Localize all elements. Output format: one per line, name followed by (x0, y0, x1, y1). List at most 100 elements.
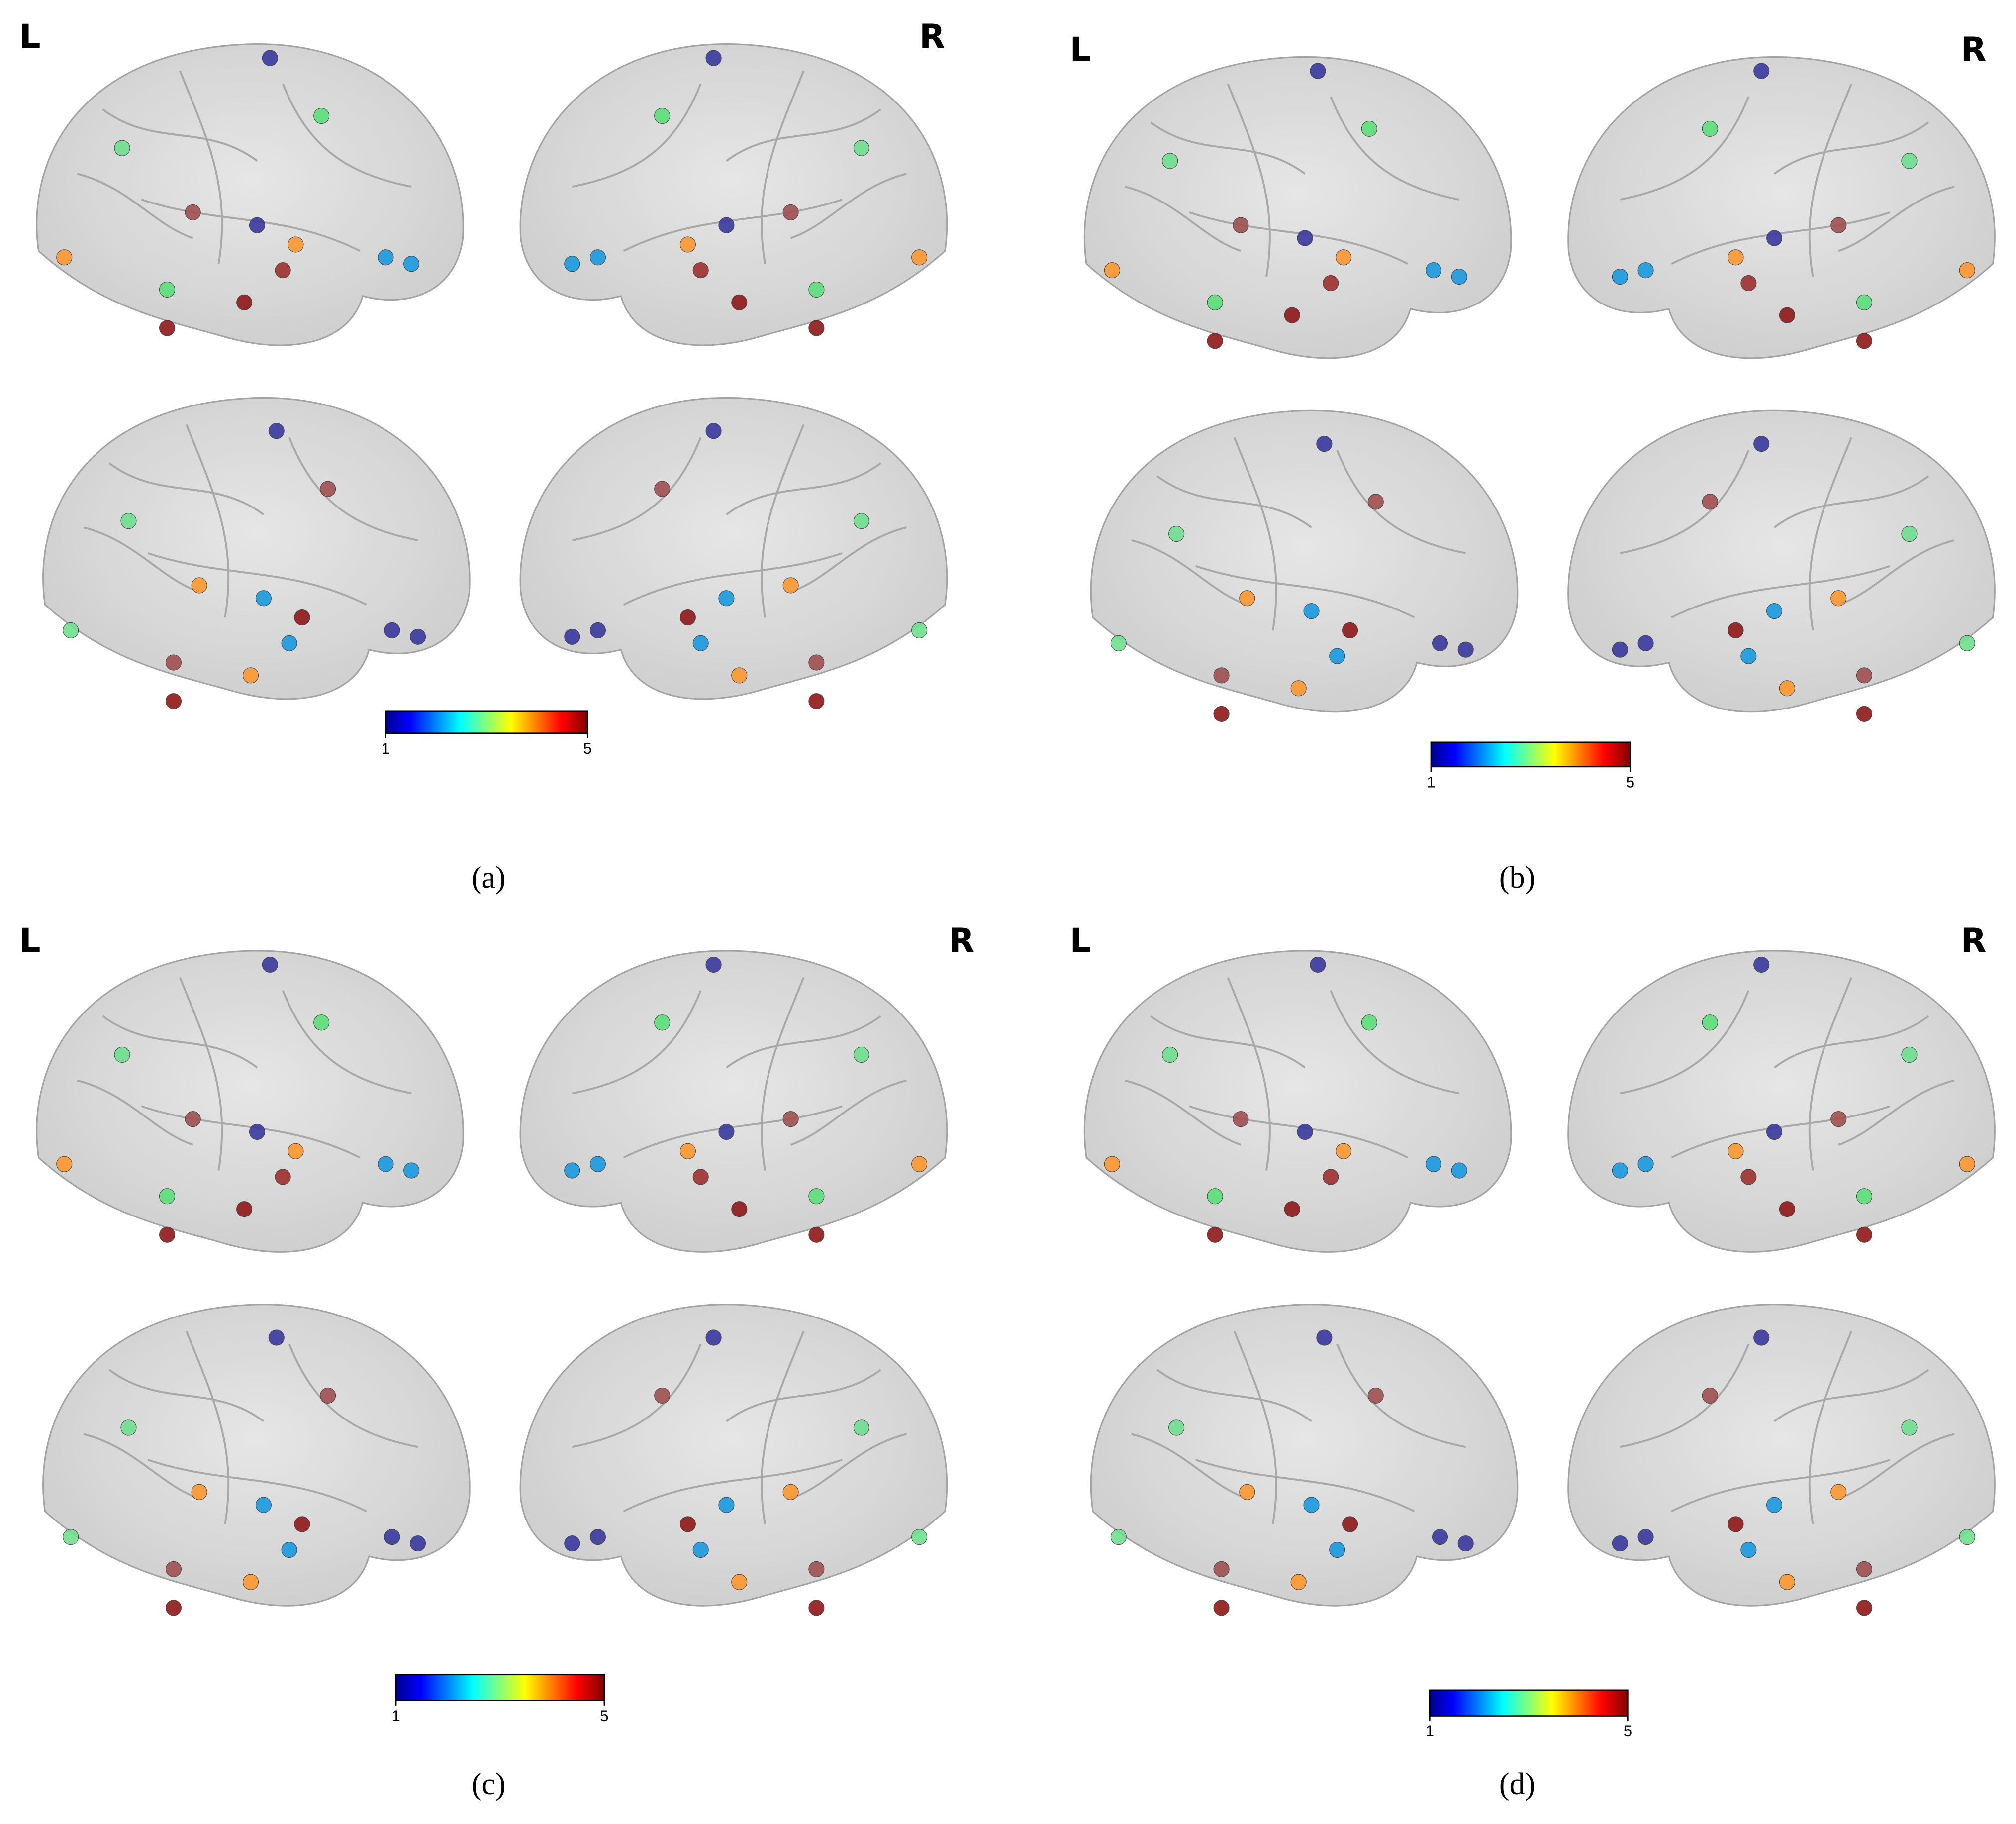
node (288, 236, 304, 253)
node (403, 1162, 420, 1179)
node (313, 1014, 330, 1031)
node (1637, 635, 1654, 651)
node (1856, 1188, 1873, 1205)
node (120, 513, 137, 529)
node (320, 481, 336, 497)
node (1856, 667, 1873, 684)
brain-fold (1808, 1330, 1852, 1524)
node (1959, 1529, 1975, 1545)
node (1779, 1574, 1795, 1590)
node (782, 1484, 799, 1500)
node (1207, 333, 1223, 349)
node (718, 1497, 735, 1513)
brain-surface (1567, 56, 1996, 359)
colorbar (385, 710, 588, 734)
node (1830, 1484, 1847, 1500)
node (1290, 680, 1307, 697)
brain-fold (623, 199, 843, 252)
brain-fold (623, 1105, 843, 1159)
node (1432, 1529, 1448, 1545)
node (262, 956, 278, 973)
brain-fold (1808, 83, 1852, 277)
node (1168, 526, 1185, 542)
node (1740, 275, 1757, 292)
brain-fold (1195, 565, 1415, 618)
node (1740, 1542, 1757, 1558)
brain (519, 950, 948, 1253)
node (1856, 706, 1873, 722)
brain (519, 43, 948, 346)
node (1753, 956, 1770, 973)
node (378, 1156, 394, 1172)
brain-fold (1620, 450, 1750, 554)
colorbar-tick-label: 5 (583, 740, 592, 757)
node (191, 577, 207, 594)
brain-fold (1620, 1343, 1750, 1448)
node (1426, 1156, 1442, 1172)
brain (42, 1304, 471, 1616)
node (1753, 63, 1770, 79)
colorbar-tick-label: 5 (1626, 773, 1634, 791)
node (1168, 1419, 1185, 1436)
node (1830, 1111, 1847, 1127)
node (1207, 1226, 1223, 1243)
node (159, 1188, 176, 1205)
node (1284, 1201, 1300, 1217)
panel: L R 1 5 (a) (19, 17, 948, 895)
node (1740, 1169, 1757, 1185)
node (782, 204, 799, 220)
brain-fold (1838, 186, 1955, 252)
node (268, 1329, 285, 1346)
brain-fold (1671, 211, 1891, 265)
brain-fold (1838, 1433, 1955, 1500)
panel: L R 1 5 (c) (19, 921, 975, 1802)
node (191, 1484, 207, 1500)
node (243, 667, 259, 684)
brain-fold (185, 1330, 230, 1524)
node (185, 1111, 201, 1127)
brain-fold (1156, 1369, 1312, 1422)
node (705, 1329, 722, 1346)
colorbar-tick-label: 1 (1426, 1723, 1434, 1740)
node (853, 513, 869, 529)
node (589, 1156, 606, 1172)
node (1728, 622, 1744, 638)
node (1959, 635, 1975, 651)
node (1959, 1156, 1975, 1172)
node (731, 667, 748, 684)
panel-caption: (b) (1499, 861, 1535, 895)
node (1612, 1535, 1628, 1552)
node (1702, 494, 1718, 510)
node (1637, 262, 1654, 279)
node (808, 654, 825, 671)
panel: L R 1 5 (b) (1070, 30, 1996, 895)
brain-surface (1567, 409, 1996, 713)
node (1753, 436, 1770, 452)
node (236, 1201, 253, 1217)
node (262, 50, 278, 66)
node (808, 1600, 825, 1616)
node (654, 107, 671, 124)
brain-fold (1189, 211, 1409, 265)
node (1213, 667, 1230, 684)
node (1728, 249, 1744, 266)
brain-fold (185, 424, 230, 618)
node (853, 1046, 869, 1063)
colorbar-tick-label: 1 (382, 740, 390, 757)
node (589, 1529, 606, 1545)
colorbar-tick-label: 1 (392, 1707, 400, 1724)
brain-fold (108, 1369, 265, 1422)
brain-surface (519, 43, 948, 346)
brain-fold (147, 552, 367, 606)
node (808, 320, 825, 336)
brain-fold (102, 1015, 258, 1069)
node (1297, 230, 1313, 246)
node (808, 693, 825, 709)
node (120, 1419, 137, 1436)
node (1426, 262, 1442, 279)
node (1637, 1156, 1654, 1172)
brain-fold (1620, 990, 1750, 1095)
node (165, 1561, 182, 1577)
node (1336, 1143, 1352, 1159)
